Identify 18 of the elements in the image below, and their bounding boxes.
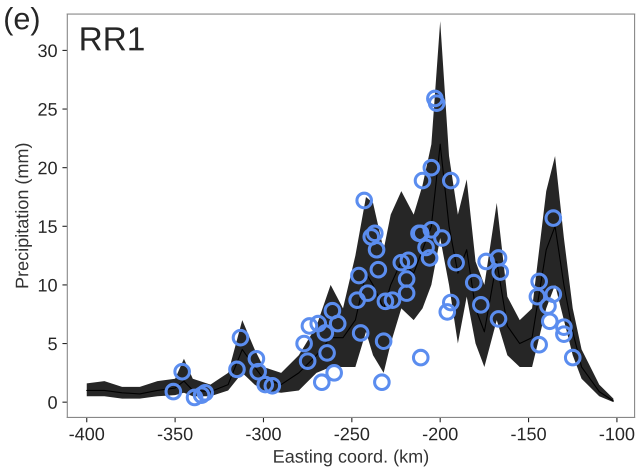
- x-tick-label: -150: [511, 428, 546, 440]
- x-axis-title: Easting coord. (km): [274, 450, 428, 466]
- annotation: RR1: [81, 27, 144, 50]
- x-tick-label: -300: [246, 428, 281, 440]
- y-tick-label: 5: [48, 338, 57, 350]
- text: (e): [5, 7, 39, 36]
- y-tick-label: 10: [38, 278, 57, 292]
- x-tick-label: -200: [422, 428, 458, 440]
- y-tick-label: 30: [38, 44, 57, 58]
- y-tick-label: 20: [38, 162, 57, 174]
- y-axis-title: Precipitation (mm): [15, 144, 32, 288]
- y-tick-label: 15: [38, 220, 57, 234]
- x-tick-label: -100: [600, 428, 634, 440]
- x-tick-label: -400: [69, 428, 104, 440]
- y-tick-label: 0: [48, 396, 57, 409]
- x-tick-label: -250: [334, 428, 370, 440]
- y-tick-label: 25: [38, 102, 57, 116]
- x-tick-label: -350: [158, 428, 192, 440]
